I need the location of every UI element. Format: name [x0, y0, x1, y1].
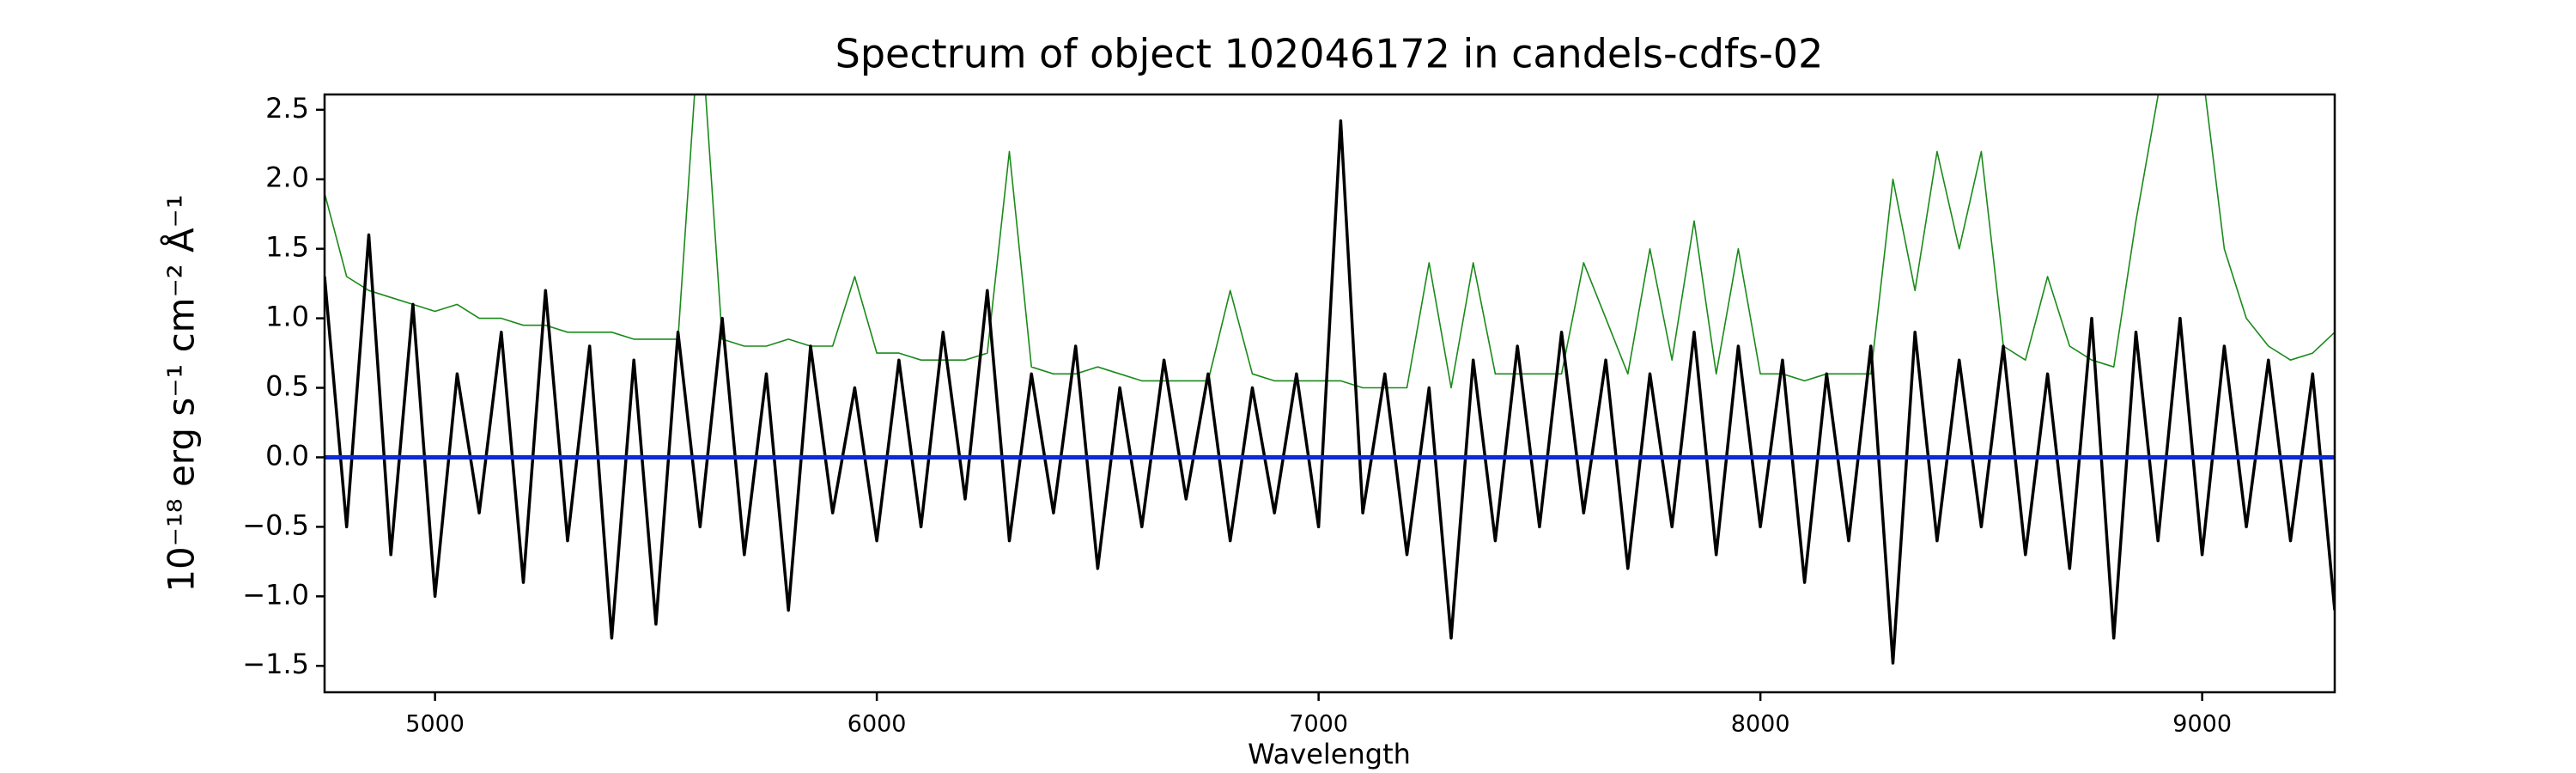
- x-tick-label: 9000: [2172, 711, 2232, 738]
- spectrum-line: [325, 94, 2335, 389]
- plot-area: [325, 94, 2335, 665]
- y-axis-label: 10⁻¹⁸ erg s⁻¹ cm⁻² Å⁻¹: [160, 194, 203, 592]
- x-axis-label: Wavelength: [1248, 738, 1411, 770]
- y-tick-label: 1.5: [265, 231, 309, 264]
- y-tick-label: −1.5: [242, 648, 309, 680]
- y-tick-label: 0.5: [265, 370, 309, 403]
- x-tick-label: 8000: [1731, 711, 1790, 738]
- x-tick-label: 7000: [1289, 711, 1348, 738]
- y-tick-label: 2.0: [265, 161, 309, 194]
- spectrum-line: [325, 119, 2335, 665]
- plot-frame: [323, 93, 2336, 694]
- y-tick-label: −0.5: [242, 508, 309, 541]
- x-tick-label: 5000: [405, 711, 465, 738]
- y-tick-label: −1.0: [242, 578, 309, 611]
- y-tick-label: 2.5: [265, 92, 309, 125]
- y-tick-label: 0.0: [265, 439, 309, 472]
- y-tick-label: 1.0: [265, 301, 309, 333]
- x-tick-label: 6000: [848, 711, 907, 738]
- chart-title: Spectrum of object 102046172 in candels-…: [835, 31, 1824, 77]
